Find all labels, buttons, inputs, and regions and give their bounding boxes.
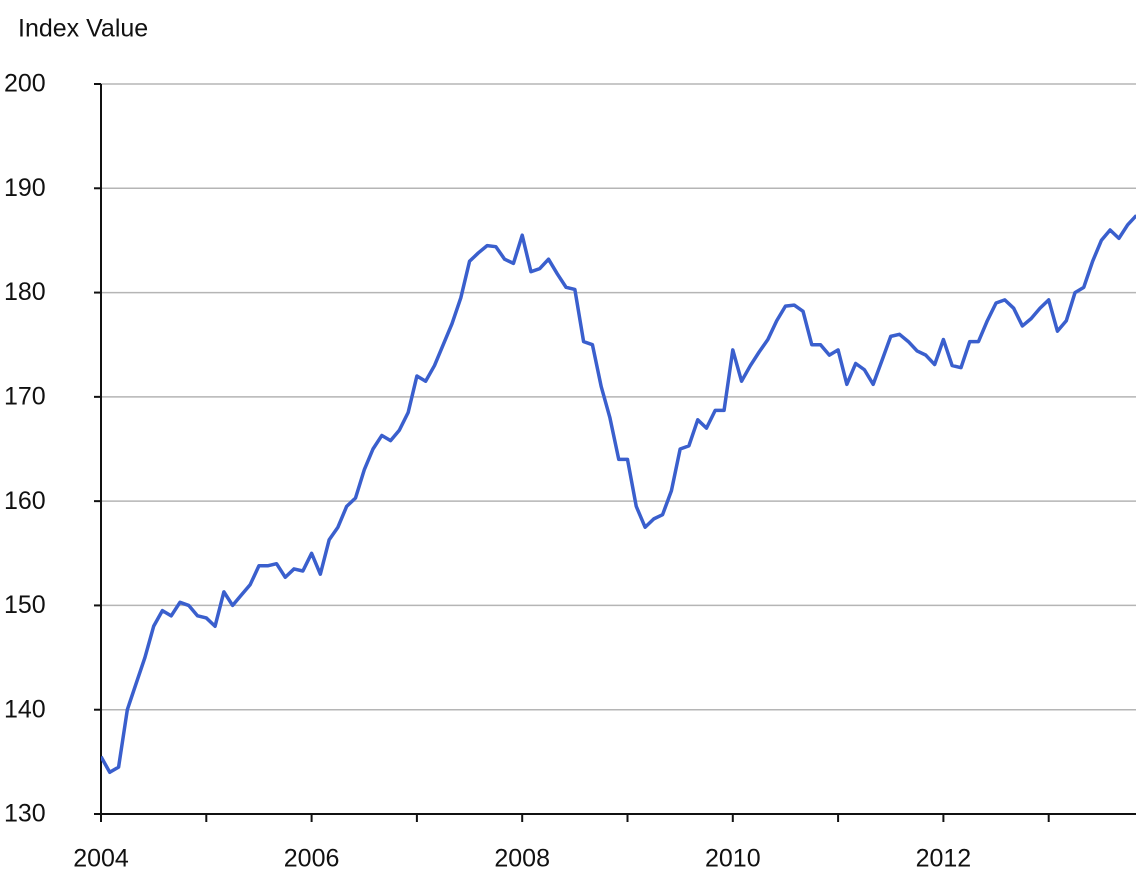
y-tick-label: 180 xyxy=(4,278,46,306)
x-tick-label: 2006 xyxy=(284,845,340,873)
x-tick-label: 2008 xyxy=(494,845,550,873)
y-axis-label: Index Value xyxy=(18,15,148,43)
y-tick-label: 160 xyxy=(4,487,46,515)
x-tick-label: 2012 xyxy=(916,845,972,873)
y-tick-label: 150 xyxy=(4,591,46,619)
y-tick-label: 200 xyxy=(4,70,46,98)
x-tick-label: 2004 xyxy=(73,845,129,873)
data-line xyxy=(101,214,1136,775)
y-tick-label: 170 xyxy=(4,382,46,410)
y-tick-label: 140 xyxy=(4,695,46,723)
x-tick-label: 2010 xyxy=(705,845,761,873)
y-tick-label: 130 xyxy=(4,800,46,828)
y-tick-label: 190 xyxy=(4,174,46,202)
